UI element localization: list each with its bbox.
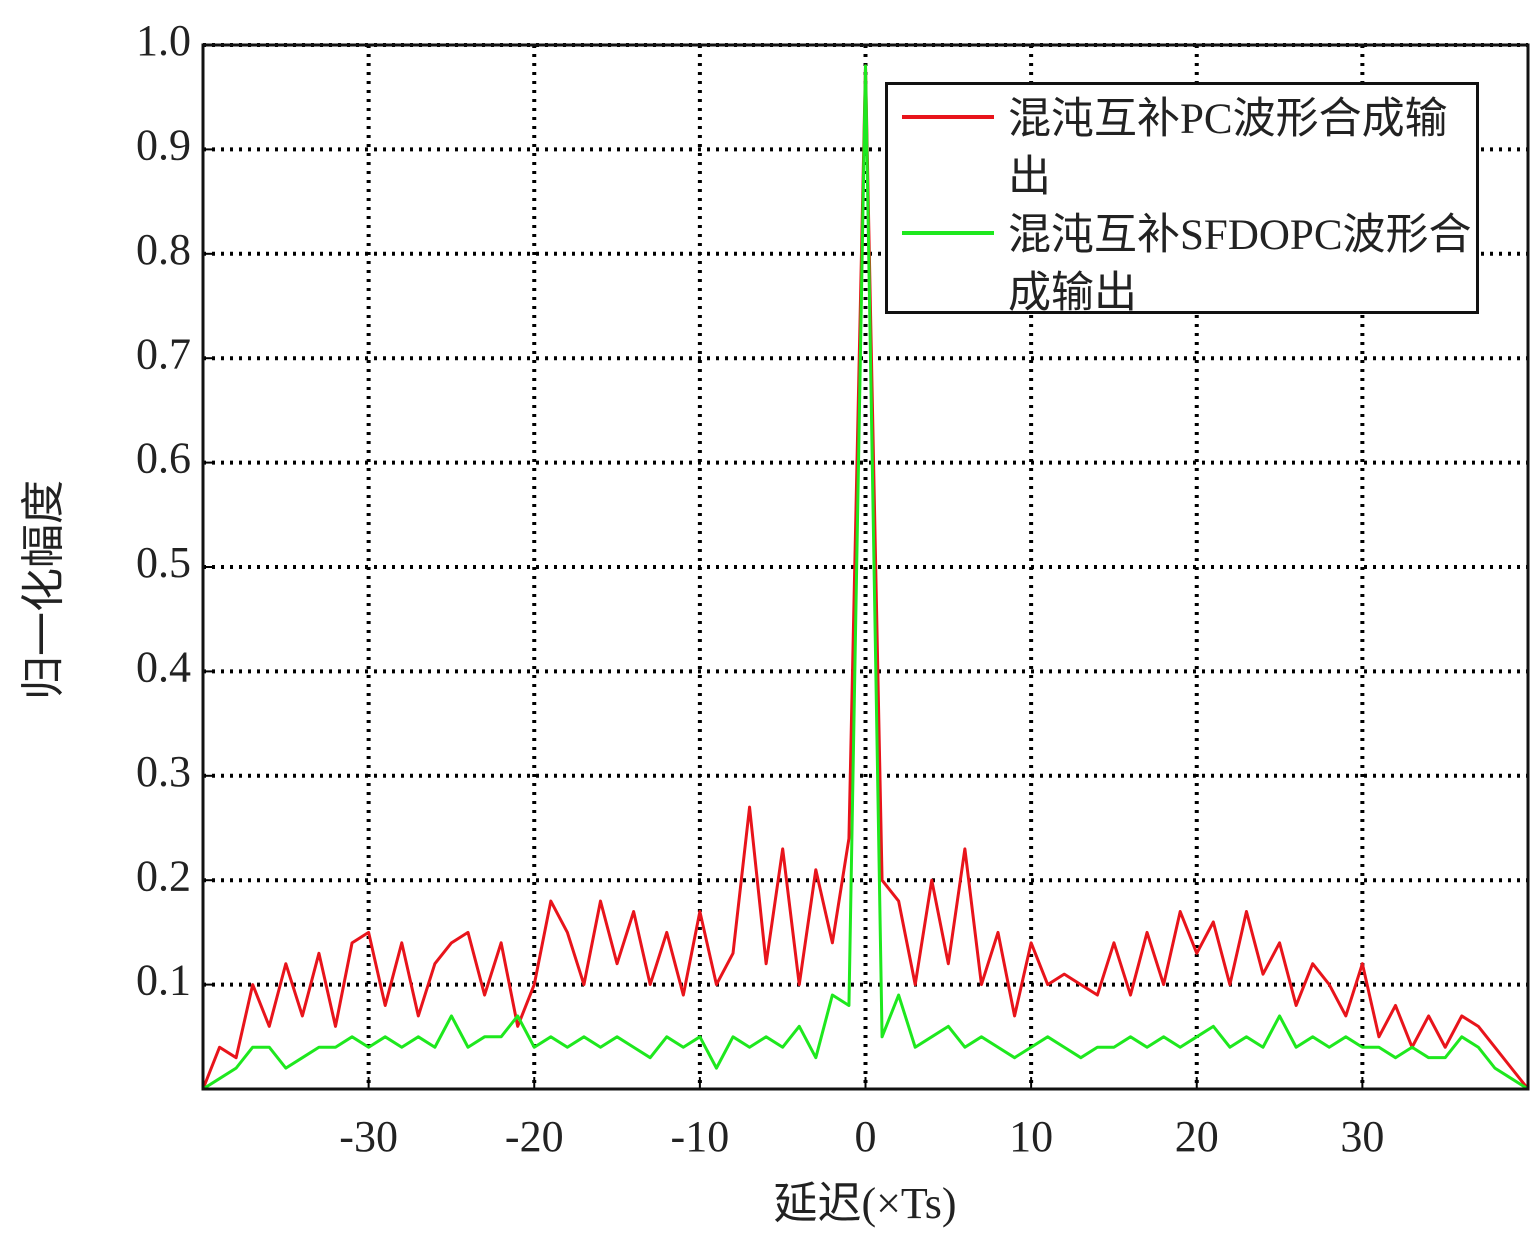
x-tick-label: 30 xyxy=(1340,1112,1384,1161)
y-tick-label: 0.5 xyxy=(136,538,191,587)
series-line xyxy=(202,64,1529,1091)
legend-entry: 混沌互补PC波形合成输出 xyxy=(888,91,1476,207)
x-tick-label: -20 xyxy=(505,1112,564,1161)
legend-label: 混沌互补PC波形合成输出 xyxy=(1008,96,1448,201)
y-tick-label: 0.6 xyxy=(136,434,191,483)
legend: 混沌互补PC波形合成输出 混沌互补SFDOPC波形合成输出 xyxy=(885,82,1479,317)
y-tick-label: 1.0 xyxy=(136,16,191,65)
legend-label: 混沌互补SFDOPC波形合成输出 xyxy=(1008,212,1472,317)
x-tick-label: -30 xyxy=(339,1112,398,1161)
y-tick-label: 0.9 xyxy=(136,120,191,169)
y-tick-label: 0.2 xyxy=(136,851,191,900)
y-tick-label: 0.8 xyxy=(136,225,191,274)
y-axis-label: 归一化幅度 xyxy=(19,480,68,700)
x-tick-label: 20 xyxy=(1175,1112,1219,1161)
y-tick-label: 0.7 xyxy=(136,329,191,378)
y-tick-label: 0.3 xyxy=(136,747,191,796)
plot-frame xyxy=(201,43,1530,1091)
x-tick-label: 10 xyxy=(1009,1112,1053,1161)
x-tick-label: -10 xyxy=(671,1112,730,1161)
y-tick-label: 0.4 xyxy=(136,642,191,691)
legend-swatch xyxy=(902,231,994,235)
x-tick-label: 0 xyxy=(855,1112,877,1161)
y-tick-label: 0.1 xyxy=(136,956,191,1005)
x-axis-label: 延迟(×Ts) xyxy=(773,1179,956,1228)
legend-entry: 混沌互补SFDOPC波形合成输出 xyxy=(888,207,1476,323)
legend-swatch xyxy=(902,115,994,119)
